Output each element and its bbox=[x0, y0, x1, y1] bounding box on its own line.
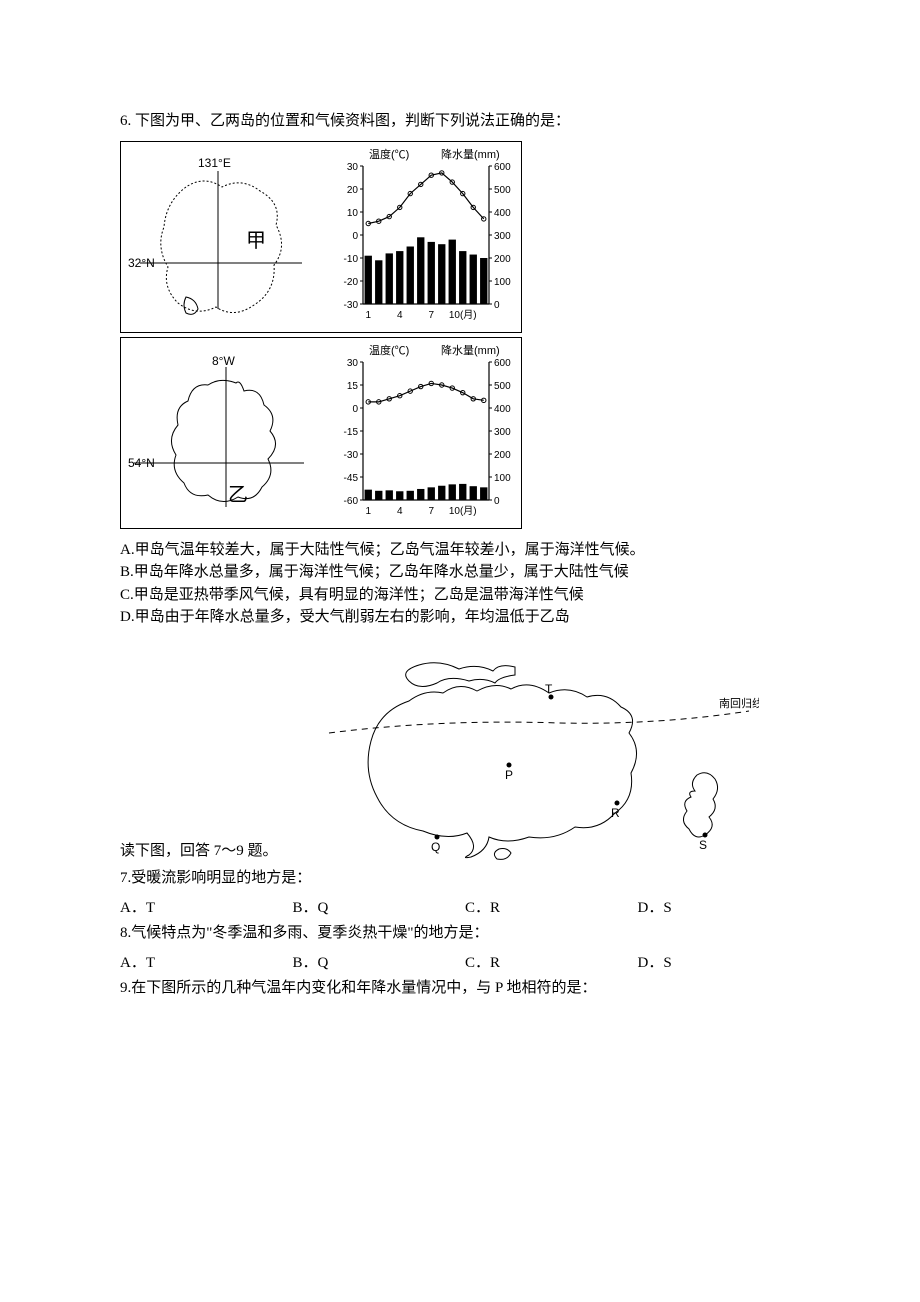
lat-label-yi: 54°N bbox=[128, 456, 155, 470]
svg-text:R: R bbox=[611, 806, 620, 820]
q8-opt-a: A．T bbox=[120, 952, 293, 975]
svg-text:-30: -30 bbox=[344, 450, 359, 461]
point-p: P bbox=[505, 762, 513, 782]
tropic-label: 南回归线 bbox=[719, 696, 759, 710]
svg-text:-45: -45 bbox=[344, 473, 359, 484]
svg-text:20: 20 bbox=[347, 185, 359, 196]
figure-panel-jia: 131°E 32°N 甲 温度(℃)降水量(mm)3020100-10-20-3… bbox=[120, 141, 522, 333]
lon-label-yi: 8°W bbox=[212, 354, 235, 368]
australia-map: 南回归线 T P Q R S bbox=[319, 641, 759, 861]
svg-text:200: 200 bbox=[494, 254, 511, 265]
svg-text:S: S bbox=[699, 838, 707, 852]
svg-text:600: 600 bbox=[494, 358, 511, 369]
figure-panel-yi: 8°W 54°N 乙 温度(℃) 降水量(mm) 30 15 0 -15 -30 -45 -60… bbox=[120, 337, 522, 529]
svg-text:7: 7 bbox=[428, 506, 434, 517]
q7-stem: 7.受暖流影响明显的地方是： bbox=[120, 867, 800, 890]
svg-text:30: 30 bbox=[347, 358, 359, 369]
svg-text:7: 7 bbox=[428, 310, 434, 321]
q7-opt-a: A．T bbox=[120, 897, 293, 920]
svg-text:300: 300 bbox=[494, 427, 511, 438]
svg-text:4: 4 bbox=[397, 506, 403, 517]
svg-text:-30: -30 bbox=[344, 300, 359, 311]
lat-label-jia: 32°N bbox=[128, 256, 155, 270]
svg-text:4: 4 bbox=[397, 310, 403, 321]
svg-text:400: 400 bbox=[494, 208, 511, 219]
point-r: R bbox=[611, 800, 620, 820]
svg-text:10: 10 bbox=[347, 208, 359, 219]
q6-opt-c: C.甲岛是亚热带季风气候，具有明显的海洋性；乙岛是温带海洋性气候 bbox=[120, 584, 800, 607]
q6-stem: 6. 下图为甲、乙两岛的位置和气候资料图，判断下列说法正确的是： bbox=[120, 110, 800, 133]
map-yi: 8°W 54°N 乙 bbox=[121, 338, 321, 528]
svg-text:Q: Q bbox=[431, 840, 440, 854]
map-jia: 131°E 32°N 甲 bbox=[121, 142, 321, 332]
svg-text:P: P bbox=[505, 768, 513, 782]
q8-stem: 8.气候特点为"冬季温和多雨、夏季炎热干燥"的地方是： bbox=[120, 922, 800, 945]
svg-text:-20: -20 bbox=[344, 277, 359, 288]
svg-text:-60: -60 bbox=[344, 496, 359, 507]
svg-text:-10: -10 bbox=[344, 254, 359, 265]
svg-text:1: 1 bbox=[365, 310, 371, 321]
q9-stem: 9.在下图所示的几种气温年内变化和年降水量情况中，与 P 地相符的是： bbox=[120, 977, 800, 1000]
svg-text:600: 600 bbox=[494, 162, 511, 173]
q6-options: A.甲岛气温年较差大，属于大陆性气候；乙岛气温年较差小，属于海洋性气候。 B.甲… bbox=[120, 539, 800, 629]
svg-text:500: 500 bbox=[494, 381, 511, 392]
q6-opt-b: B.甲岛年降水总量多，属于海洋性气候；乙岛年降水总量少，属于大陆性气候 bbox=[120, 561, 800, 584]
svg-text:-15: -15 bbox=[344, 427, 359, 438]
svg-text:1: 1 bbox=[365, 506, 371, 517]
svg-text:T: T bbox=[545, 682, 553, 696]
svg-text:降水量(mm): 降水量(mm) bbox=[441, 343, 500, 357]
q7-opt-b: B．Q bbox=[293, 897, 466, 920]
map-label-yi: 乙 bbox=[228, 484, 248, 506]
chart-yi: 温度(℃) 降水量(mm) 30 15 0 -15 -30 -45 -60 600 500 400 30… bbox=[321, 338, 521, 528]
svg-text:200: 200 bbox=[494, 450, 511, 461]
read-instruction: 读下图，回答 7～9 题。 bbox=[120, 840, 278, 867]
q7-opt-d: D．S bbox=[638, 897, 801, 920]
q8-opt-b: B．Q bbox=[293, 952, 466, 975]
svg-text:15: 15 bbox=[347, 381, 359, 392]
q6-opt-a: A.甲岛气温年较差大，属于大陆性气候；乙岛气温年较差小，属于海洋性气候。 bbox=[120, 539, 800, 562]
svg-text:500: 500 bbox=[494, 185, 511, 196]
q8-options: A．T B．Q C．R D．S bbox=[120, 952, 800, 975]
svg-text:0: 0 bbox=[352, 231, 358, 242]
q8-opt-c: C．R bbox=[465, 952, 638, 975]
svg-text:100: 100 bbox=[494, 277, 511, 288]
svg-text:温度(℃): 温度(℃) bbox=[369, 147, 409, 161]
svg-text:降水量(mm): 降水量(mm) bbox=[441, 147, 500, 161]
svg-text:0: 0 bbox=[352, 404, 358, 415]
svg-text:10(月): 10(月) bbox=[449, 309, 477, 321]
svg-text:0: 0 bbox=[494, 496, 500, 507]
point-t: T bbox=[545, 682, 554, 700]
point-s: S bbox=[699, 832, 708, 852]
svg-text:400: 400 bbox=[494, 404, 511, 415]
svg-text:温度(℃): 温度(℃) bbox=[369, 343, 409, 357]
q8-opt-d: D．S bbox=[638, 952, 801, 975]
lon-label-jia: 131°E bbox=[198, 156, 231, 170]
svg-text:100: 100 bbox=[494, 473, 511, 484]
chart-jia: 温度(℃)降水量(mm)3020100-10-20-30600500400300… bbox=[321, 142, 521, 332]
q7-options: A．T B．Q C．R D．S bbox=[120, 897, 800, 920]
q7-opt-c: C．R bbox=[465, 897, 638, 920]
point-q: Q bbox=[431, 834, 440, 854]
svg-text:300: 300 bbox=[494, 231, 511, 242]
svg-text:0: 0 bbox=[494, 300, 500, 311]
svg-text:30: 30 bbox=[347, 162, 359, 173]
svg-text:10(月): 10(月) bbox=[449, 505, 477, 517]
q6-opt-d: D.甲岛由于年降水总量多，受大气削弱左右的影响，年均温低于乙岛 bbox=[120, 606, 800, 629]
map-label-jia: 甲 bbox=[246, 230, 266, 252]
